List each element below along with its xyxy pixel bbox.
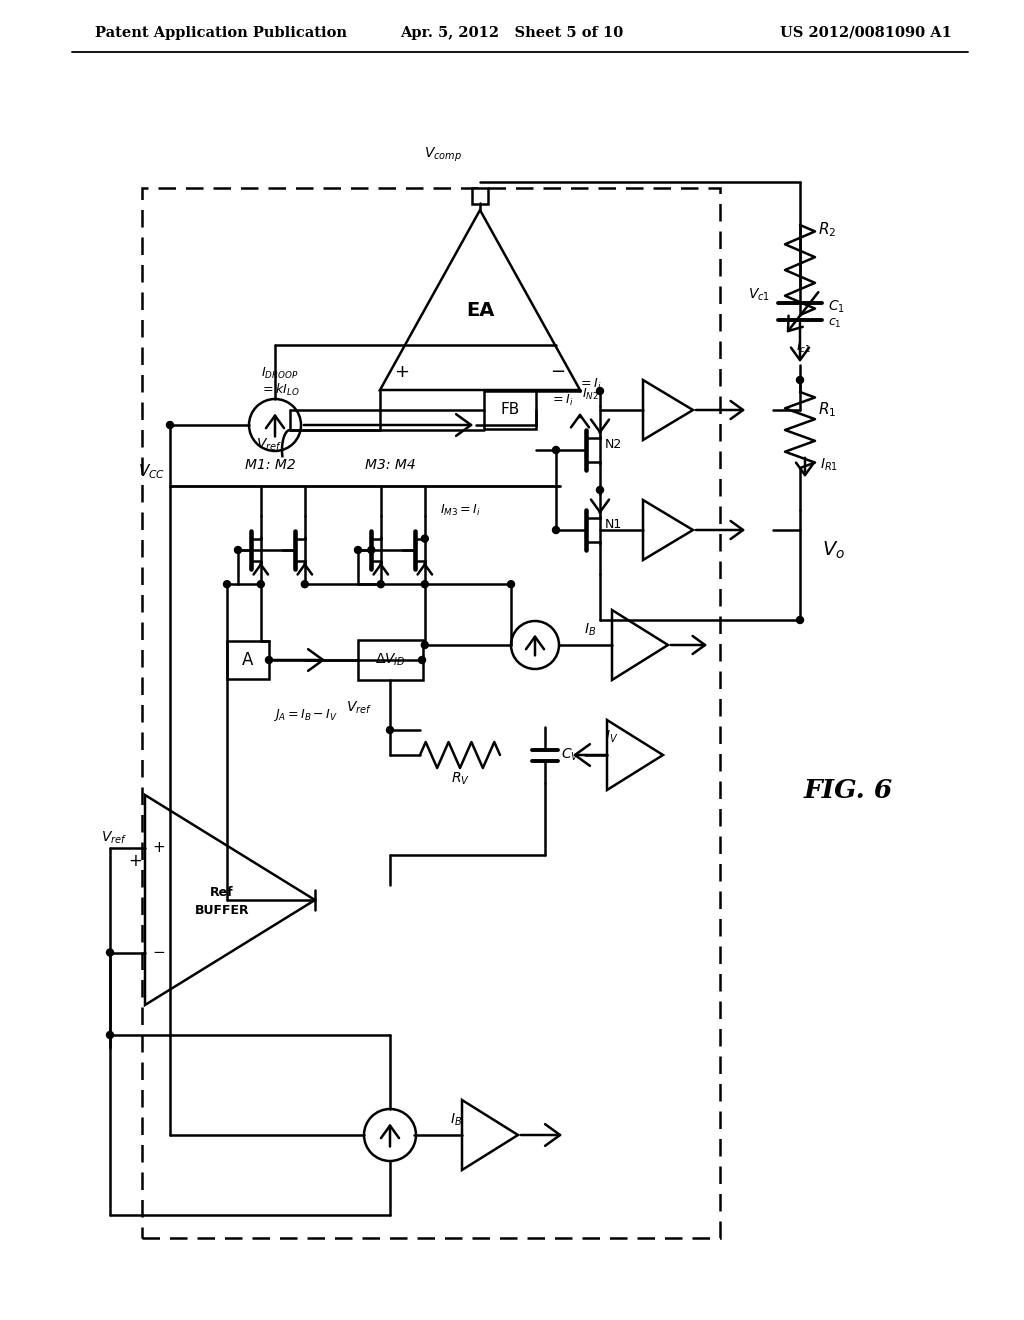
Circle shape	[106, 1031, 114, 1039]
Circle shape	[553, 446, 559, 454]
Text: $I_{c1}$: $I_{c1}$	[797, 339, 812, 355]
Text: $V_{comp}$: $V_{comp}$	[424, 145, 462, 164]
Circle shape	[386, 726, 393, 734]
Circle shape	[223, 581, 230, 587]
Text: $I_{N2}$: $I_{N2}$	[582, 387, 598, 401]
Bar	[142, 187, 720, 1238]
Circle shape	[797, 376, 804, 384]
Text: M1: M2: M1: M2	[245, 458, 295, 473]
Text: $c_1$: $c_1$	[828, 317, 842, 330]
Circle shape	[265, 656, 272, 664]
Text: $C_V$: $C_V$	[561, 747, 580, 763]
Circle shape	[511, 620, 559, 669]
Bar	[227, 642, 269, 678]
Bar	[472, 187, 488, 205]
Circle shape	[421, 581, 428, 587]
Circle shape	[797, 616, 804, 623]
Text: $I_V$: $I_V$	[605, 729, 618, 746]
Text: A: A	[243, 651, 254, 669]
Text: N2: N2	[605, 438, 623, 451]
Text: FB: FB	[501, 403, 519, 417]
Polygon shape	[643, 500, 693, 560]
Circle shape	[421, 535, 428, 543]
Text: M3: M4: M3: M4	[365, 458, 416, 473]
Text: +: +	[394, 363, 410, 381]
Text: $J_A = I_B - I_V$: $J_A = I_B - I_V$	[273, 708, 338, 723]
Text: Ref: Ref	[210, 886, 233, 899]
Text: N1: N1	[605, 519, 623, 532]
Text: $V_{CC}$: $V_{CC}$	[137, 462, 165, 482]
Text: $I_B$: $I_B$	[584, 622, 596, 638]
Bar	[484, 391, 536, 429]
Text: $V_{ref}$: $V_{ref}$	[346, 700, 372, 717]
Text: $V_{c1}$: $V_{c1}$	[748, 286, 770, 304]
Text: BUFFER: BUFFER	[195, 903, 249, 916]
Polygon shape	[612, 610, 668, 680]
Circle shape	[597, 487, 603, 494]
Text: US 2012/0081090 A1: US 2012/0081090 A1	[780, 26, 952, 40]
Polygon shape	[607, 719, 663, 789]
Text: $V_o$: $V_o$	[822, 540, 845, 561]
Circle shape	[354, 546, 361, 553]
Circle shape	[167, 421, 173, 429]
Text: $\Delta V_{ID}$: $\Delta V_{ID}$	[375, 652, 406, 668]
Text: $V_{ref}$: $V_{ref}$	[256, 437, 282, 453]
Text: $V_{ref}$: $V_{ref}$	[101, 829, 127, 846]
Text: $R_1$: $R_1$	[818, 401, 837, 420]
Text: $I_B$: $I_B$	[450, 1111, 462, 1129]
Text: EA: EA	[466, 301, 495, 319]
Text: $R_V$: $R_V$	[451, 771, 469, 787]
Circle shape	[249, 399, 301, 451]
Text: +: +	[128, 853, 142, 870]
Text: −: −	[551, 363, 565, 381]
Text: $I_{R1}$: $I_{R1}$	[820, 457, 838, 473]
Circle shape	[368, 546, 375, 553]
Circle shape	[419, 656, 426, 664]
Text: +: +	[153, 840, 165, 855]
Polygon shape	[380, 210, 580, 389]
Text: $I_{DROOP}$: $I_{DROOP}$	[261, 366, 299, 380]
Circle shape	[257, 581, 264, 587]
Text: FIG. 6: FIG. 6	[804, 777, 893, 803]
Text: $I_{M3}=I_i$: $I_{M3}=I_i$	[439, 503, 480, 517]
Text: $=kI_{LO}$: $=kI_{LO}$	[260, 381, 300, 399]
Circle shape	[301, 581, 308, 587]
Circle shape	[234, 546, 242, 553]
Circle shape	[106, 949, 114, 956]
Text: Apr. 5, 2012   Sheet 5 of 10: Apr. 5, 2012 Sheet 5 of 10	[400, 26, 624, 40]
Polygon shape	[145, 795, 315, 1005]
Circle shape	[364, 1109, 416, 1162]
Circle shape	[553, 527, 559, 533]
Circle shape	[597, 388, 603, 395]
Circle shape	[377, 581, 384, 587]
Text: $=I_i$: $=I_i$	[550, 392, 573, 408]
Text: $=I_i$: $=I_i$	[579, 376, 602, 392]
Circle shape	[508, 581, 514, 587]
Text: $C_1$: $C_1$	[828, 298, 845, 315]
Text: −: −	[153, 945, 165, 960]
Text: Patent Application Publication: Patent Application Publication	[95, 26, 347, 40]
Text: $R_2$: $R_2$	[818, 220, 837, 239]
Polygon shape	[643, 380, 693, 440]
Bar	[357, 640, 423, 680]
Polygon shape	[462, 1100, 518, 1170]
Circle shape	[421, 642, 428, 648]
